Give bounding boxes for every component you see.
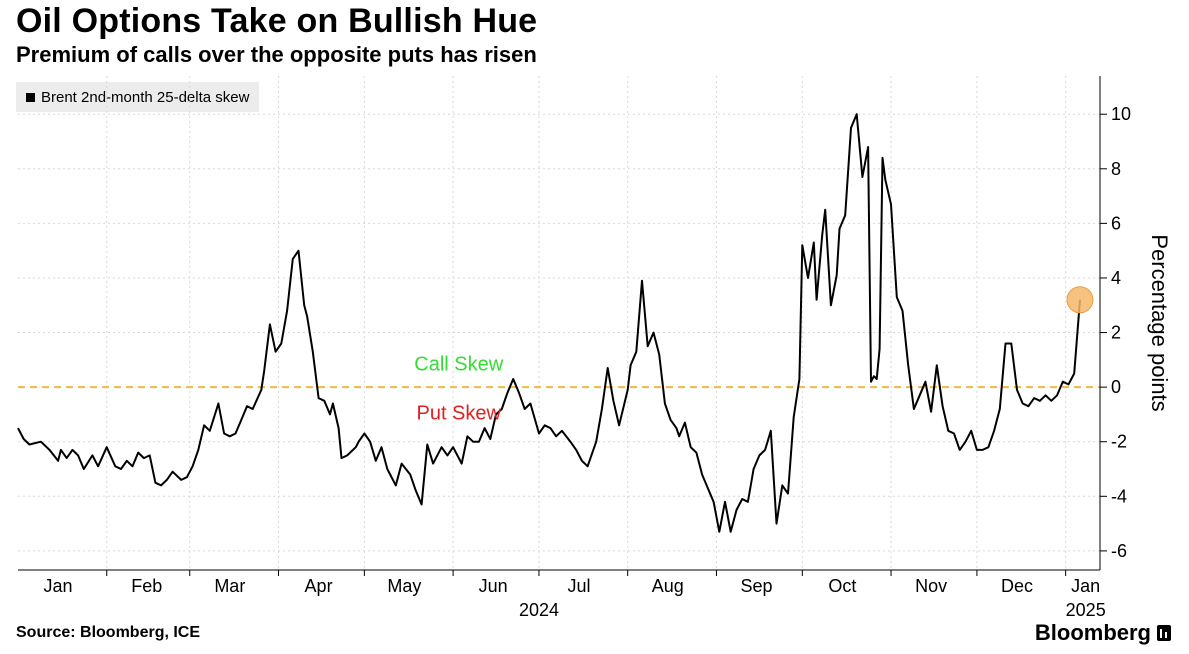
source-note: Source: Bloomberg, ICE: [16, 624, 201, 641]
legend-label: Brent 2nd-month 25-delta skew: [41, 88, 250, 106]
series-line: [17, 113, 1081, 533]
skew-annotation: Put Skew: [416, 403, 501, 425]
x-tick-label: Aug: [652, 576, 684, 596]
x-tick-label: Mar: [214, 576, 245, 596]
y-tick-label: 8: [1111, 159, 1121, 179]
x-tick-label: Oct: [828, 576, 856, 596]
y-tick-label: 2: [1111, 323, 1121, 343]
y-tick-label: -4: [1111, 486, 1127, 506]
y-tick-label: 6: [1111, 213, 1121, 233]
x-tick-label: Jul: [568, 576, 591, 596]
axes: -6 -4 -2 0 2 4 6 8 10 Percentage points Jan Feb Mar A…: [18, 76, 1172, 620]
x-tick-label: Dec: [1001, 576, 1033, 596]
y-tick-label: -6: [1111, 541, 1127, 561]
x-tick-label: Sep: [740, 576, 772, 596]
y-axis-title: Percentage points: [1147, 234, 1172, 411]
annotations: Call Skew Put Skew: [414, 286, 1094, 425]
y-tick-label: -2: [1111, 432, 1127, 452]
y-tick-label: 10: [1111, 104, 1131, 124]
x-year-label: 2025: [1066, 600, 1106, 620]
highlight-marker: [1066, 286, 1094, 314]
x-tick-label: Apr: [305, 576, 333, 596]
y-tick-label: 0: [1111, 377, 1121, 397]
x-tick-label: Jan: [44, 576, 73, 596]
x-tick-label: Jun: [479, 576, 508, 596]
brand-logo: Bloomberg: [1035, 620, 1171, 646]
brand-name: Bloomberg: [1034, 620, 1151, 645]
x-tick-label: Feb: [131, 576, 162, 596]
bloomberg-chart-icon: [1157, 625, 1171, 641]
x-tick-label: May: [387, 576, 421, 596]
x-tick-label: Nov: [915, 576, 947, 596]
skew-annotation: Call Skew: [414, 354, 503, 376]
legend-swatch: [26, 92, 35, 102]
x-tick-label: Jan: [1071, 576, 1100, 596]
legend: Brent 2nd-month 25-delta skew: [16, 82, 260, 112]
y-tick-label: 4: [1111, 268, 1121, 288]
chart-subtitle: Premium of calls over the opposite puts …: [16, 42, 537, 67]
x-year-label: 2024: [519, 600, 559, 620]
chart-title: Oil Options Take on Bullish Hue: [16, 2, 538, 40]
gridlines: [18, 76, 1100, 570]
series-layer: [17, 113, 1081, 533]
